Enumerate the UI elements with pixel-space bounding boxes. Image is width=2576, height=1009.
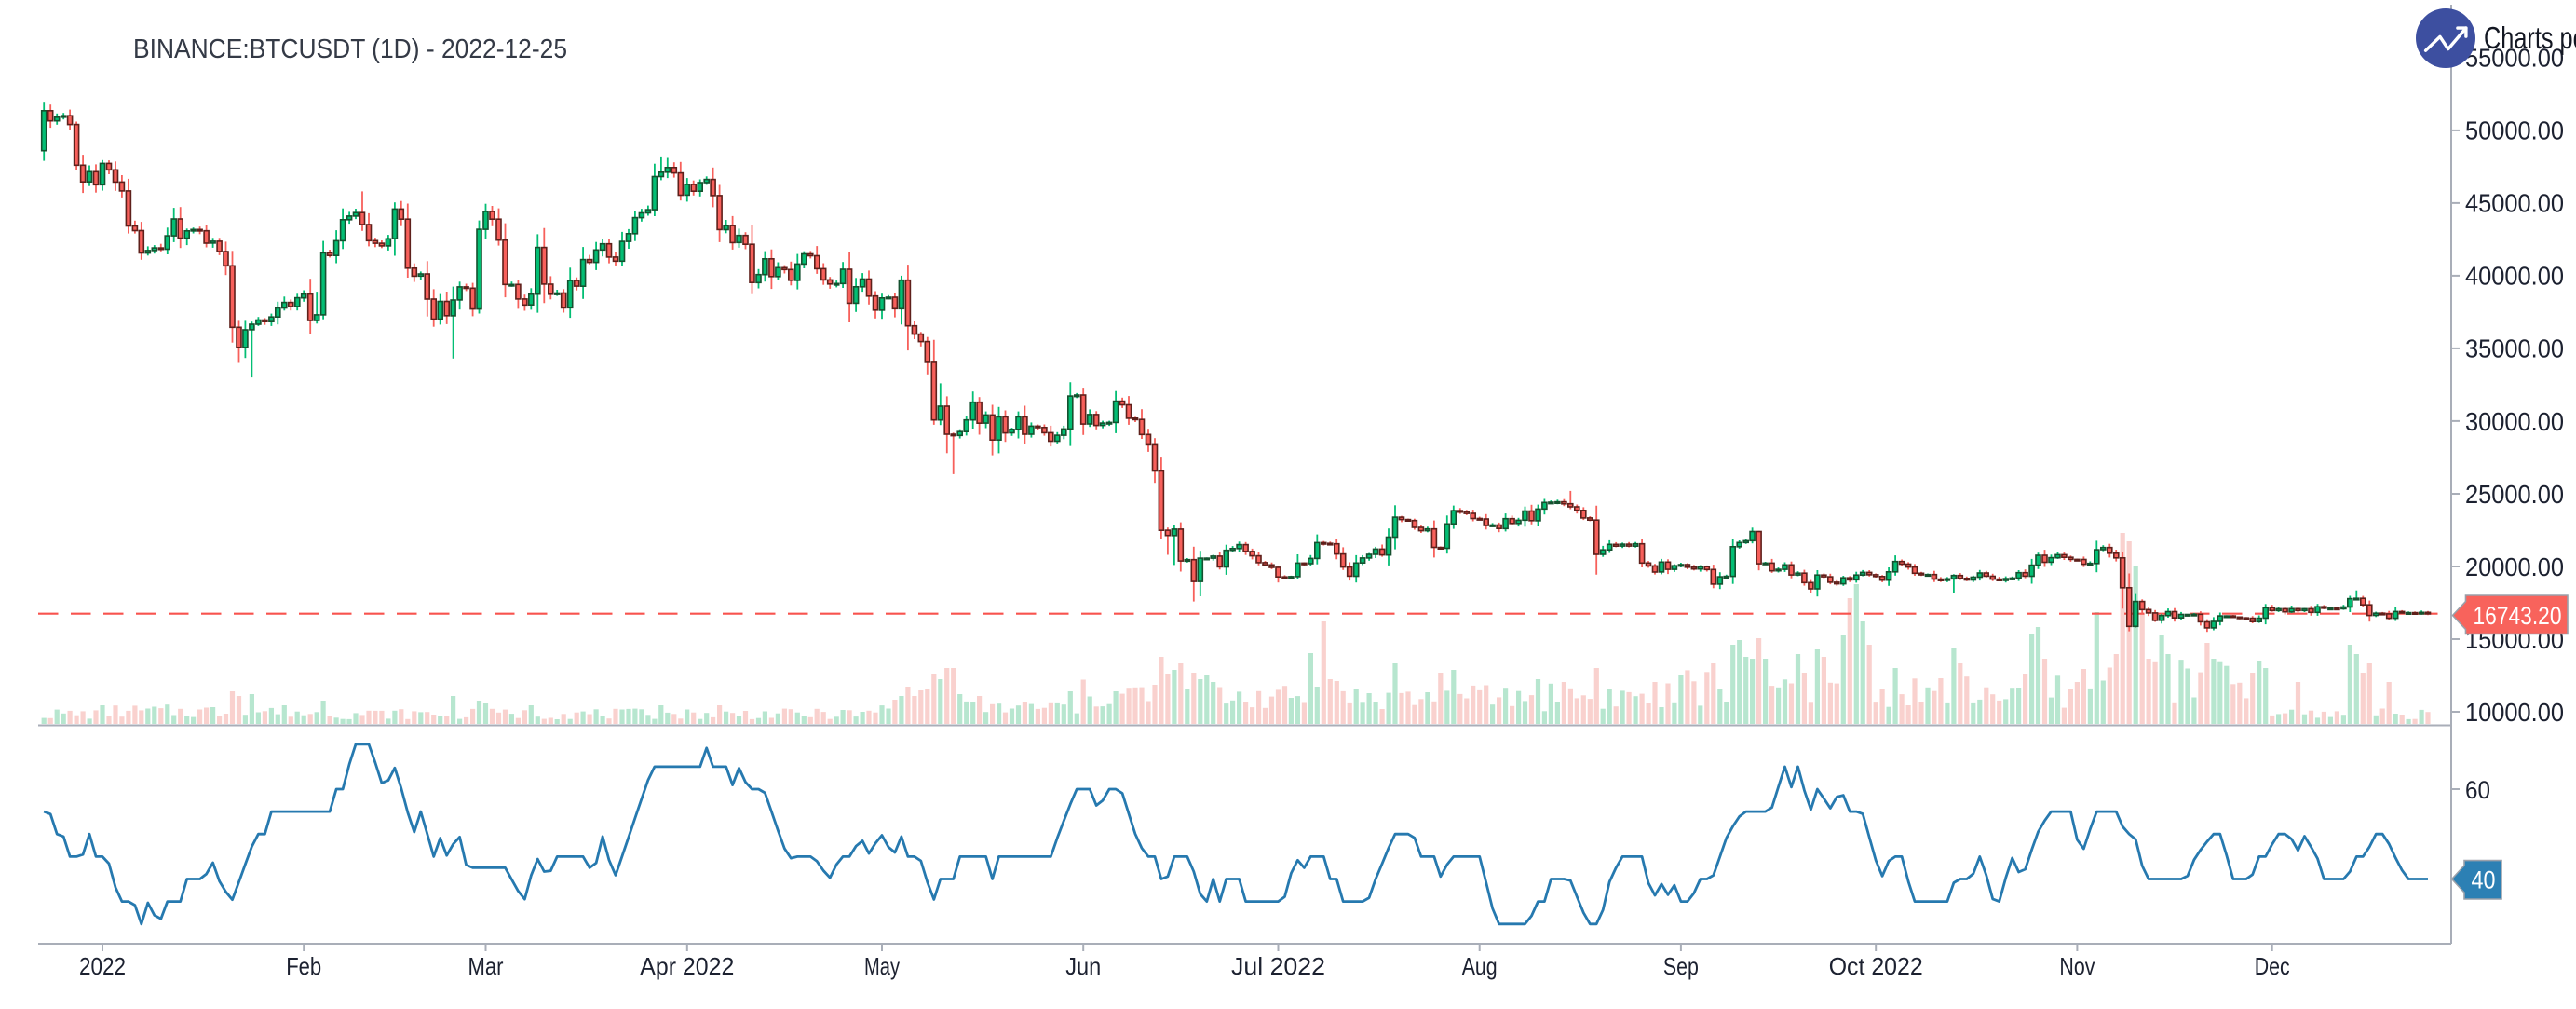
svg-text:55000.00: 55000.00 xyxy=(2465,44,2564,73)
svg-text:Oct 2022: Oct 2022 xyxy=(1829,952,1923,980)
svg-text:Jul 2022: Jul 2022 xyxy=(1231,952,1325,980)
svg-text:40: 40 xyxy=(2472,866,2496,894)
svg-text:2022: 2022 xyxy=(79,952,126,980)
svg-text:BINANCE:BTCUSDT (1D) - 2022-12: BINANCE:BTCUSDT (1D) - 2022-12-25 xyxy=(133,34,567,64)
svg-text:Dec: Dec xyxy=(2255,952,2290,980)
svg-text:10000.00: 10000.00 xyxy=(2465,698,2564,727)
svg-text:16743.20: 16743.20 xyxy=(2474,602,2562,630)
svg-text:40000.00: 40000.00 xyxy=(2465,262,2564,291)
svg-text:25000.00: 25000.00 xyxy=(2465,480,2564,509)
svg-text:30000.00: 30000.00 xyxy=(2465,407,2564,436)
svg-text:60: 60 xyxy=(2465,776,2490,804)
svg-text:Aug: Aug xyxy=(1462,952,1498,980)
svg-text:35000.00: 35000.00 xyxy=(2465,334,2564,363)
svg-text:Sep: Sep xyxy=(1663,952,1699,980)
svg-text:Mar: Mar xyxy=(468,952,504,980)
svg-text:Feb: Feb xyxy=(286,952,321,980)
svg-text:Apr 2022: Apr 2022 xyxy=(640,952,734,980)
svg-text:May: May xyxy=(864,952,900,980)
svg-text:Jun: Jun xyxy=(1065,952,1101,980)
svg-text:Nov: Nov xyxy=(2059,952,2095,980)
svg-text:45000.00: 45000.00 xyxy=(2465,189,2564,218)
svg-text:Charts powered by TradingView: Charts powered by TradingView xyxy=(2484,20,2576,55)
svg-text:20000.00: 20000.00 xyxy=(2465,552,2564,581)
svg-text:50000.00: 50000.00 xyxy=(2465,116,2564,145)
